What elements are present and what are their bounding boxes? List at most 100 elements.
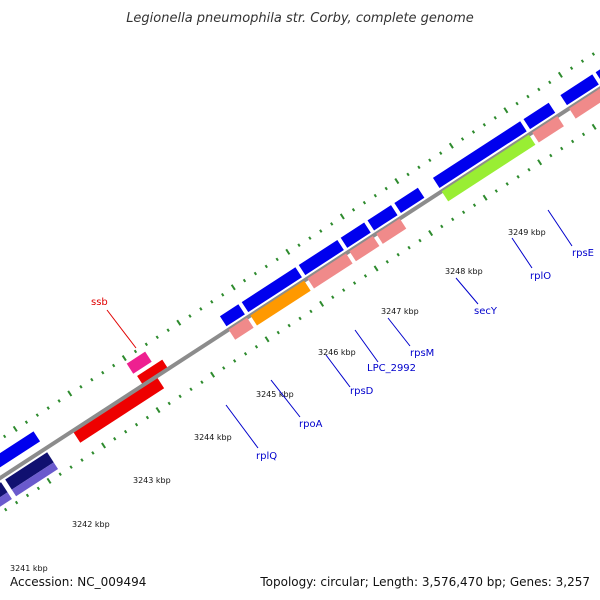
tick-mark [448,142,454,149]
cds-forward-10[interactable] [523,102,556,130]
kbp-label: 3241 kbp [10,564,48,573]
tick-mark [230,284,236,291]
tick-mark [570,139,575,144]
tick-mark [505,182,509,186]
gene-rplQ-pink[interactable] [228,317,254,340]
gene-rpoA[interactable] [250,280,311,326]
tick-mark [242,278,247,283]
kbp-label: 3243 kbp [133,476,171,485]
tick-mark [155,407,161,414]
tick-mark [199,307,203,311]
gene-label-rpsE[interactable]: rpsE [572,248,594,259]
gene-label-rpoA[interactable]: rpoA [299,419,323,430]
tick-mark [254,344,259,349]
gene-purple-1[interactable] [0,492,12,515]
tick-mark [80,458,84,462]
tick-mark [287,323,291,328]
tick-mark [482,194,488,201]
gene-label-rplO[interactable]: rplO [530,271,551,282]
tick-mark [166,328,170,332]
tick-mark [418,238,422,243]
tick-mark [352,281,357,285]
tick-mark [91,451,95,455]
tick-mark [591,123,597,130]
tick-mark [515,101,519,106]
cds-forward-9[interactable] [432,121,527,188]
tick-mark [167,401,171,406]
rpsM-leader [387,317,411,347]
gene-label-rpsD[interactable]: rpsD [350,386,374,397]
tick-mark [373,265,379,272]
map-track-group [0,14,600,530]
cds-forward-2[interactable] [0,431,41,469]
gene-label-rplQ[interactable]: rplQ [256,451,277,462]
gene-dark-2[interactable] [5,452,54,490]
cds-forward-8[interactable] [394,187,425,214]
rplQ-leader [225,404,259,449]
ssb-gene-block[interactable] [72,376,165,443]
kbp-label: 3242 kbp [72,520,110,529]
tick-mark [309,309,313,314]
ssb-large-feature[interactable] [137,359,168,385]
tick-mark [373,193,377,198]
tick-mark [471,130,476,134]
gene-label-rpsM[interactable]: rpsM [410,348,434,359]
ssb-small-feature[interactable] [126,351,152,374]
rpsD-leader [325,354,351,388]
tick-mark [285,248,291,255]
tick-mark [516,175,520,179]
tick-mark [264,336,270,343]
tick-mark [297,243,301,248]
tick-mark [406,172,410,177]
tick-mark [232,359,237,363]
gene-purple-2[interactable] [11,462,59,497]
cds-forward-6[interactable] [340,222,371,248]
tick-mark [35,413,39,417]
tick-mark [537,159,543,166]
cds-forward-12[interactable] [595,56,600,83]
gene-secY[interactable] [441,134,536,202]
tick-mark [549,153,553,158]
tick-mark [298,316,302,321]
tick-mark [12,425,18,432]
tick-mark [569,66,574,71]
tick-mark [591,52,596,56]
gene-rplO-pink[interactable] [532,116,564,143]
gene-label-LPC_2992[interactable]: LPC_2992 [367,363,416,374]
tick-mark [308,236,312,240]
tick-mark [557,71,563,78]
tick-mark [560,146,564,151]
tick-mark [188,314,192,318]
tick-mark [144,342,149,347]
tick-mark [69,465,73,469]
tick-mark [90,377,94,382]
tick-mark [417,165,421,170]
tick-mark [36,486,41,491]
rplO-leader [511,237,533,269]
ssb-leader [106,309,137,349]
tick-mark [330,222,334,226]
gene-rpsD-pink[interactable] [307,253,353,289]
gene-lpc2992-pink[interactable] [349,235,380,262]
gene-labels: ssb rplQ rpoA rpsD LPC_2992 rpsM secY rp… [91,209,594,462]
tick-mark [176,319,182,326]
tick-mark [243,352,248,356]
forward-strand [0,56,600,469]
gene-rpsM-pink[interactable] [376,218,407,244]
cds-forward-11[interactable] [560,74,599,106]
tick-mark [580,59,585,63]
gene-dark-1[interactable] [0,482,8,508]
tick-mark [362,200,367,205]
cds-forward-7[interactable] [367,205,398,231]
cds-forward-5[interactable] [298,239,344,276]
tick-mark [133,349,138,354]
gene-label-ssb[interactable]: ssb [91,297,108,308]
cds-forward-3[interactable] [219,304,245,327]
tick-mark [200,380,204,384]
tick-mark [134,422,139,427]
gene-rpsE-pink-1[interactable] [569,87,600,119]
tick-mark [451,217,455,222]
tick-mark [58,472,62,477]
gene-label-secY[interactable]: secY [474,306,498,317]
cds-forward-4[interactable] [241,267,302,313]
